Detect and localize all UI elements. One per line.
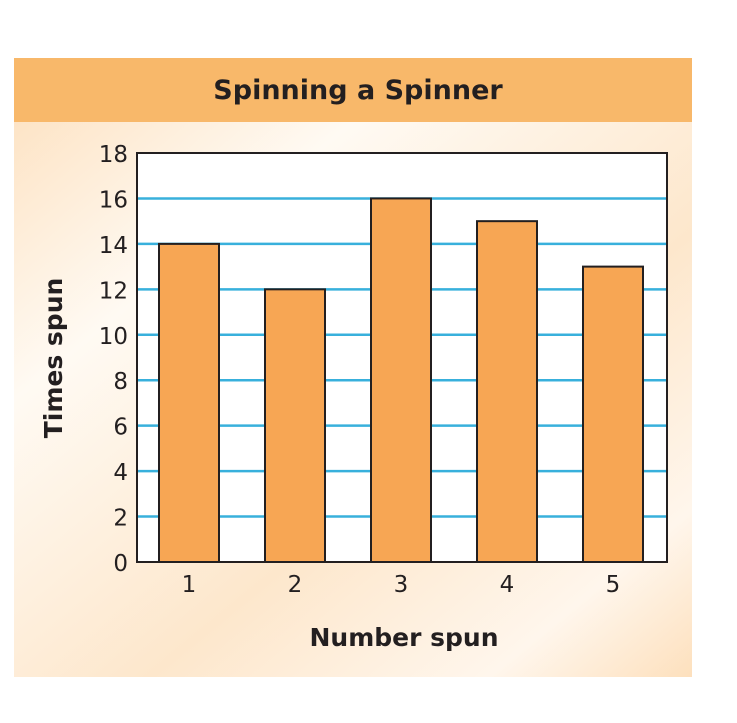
- x-tick-label: 2: [288, 572, 303, 598]
- y-tick-label: 8: [113, 369, 128, 395]
- y-tick-label: 12: [99, 278, 128, 304]
- bars: [158, 197, 644, 564]
- x-axis-label: Number spun: [309, 623, 498, 652]
- y-tick-label: 16: [99, 187, 128, 213]
- y-tick-label: 10: [99, 324, 128, 350]
- bar-3: [370, 197, 432, 563]
- y-tick-label: 6: [113, 415, 128, 441]
- chart-title: Spinning a Spinner: [213, 75, 503, 106]
- x-tick-label: 4: [500, 572, 515, 598]
- x-tick-label: 3: [394, 572, 409, 598]
- x-tick-label: 1: [182, 572, 197, 598]
- x-tick-labels: 1 2 3 4 5: [182, 572, 621, 598]
- title-band: [14, 58, 692, 122]
- x-tick-label: 5: [606, 572, 621, 598]
- y-tick-label: 2: [113, 506, 128, 532]
- bar-1: [158, 242, 220, 563]
- bar-4: [476, 220, 538, 564]
- y-tick-label: 0: [113, 551, 128, 577]
- y-tick-label: 14: [99, 233, 128, 259]
- plot-border: [136, 152, 668, 563]
- y-tick-label: 18: [99, 142, 128, 168]
- bar-2: [264, 288, 326, 563]
- y-tick-labels: 0 2 4 6 8 10 12 14 16 18: [99, 142, 128, 577]
- y-tick-label: 4: [113, 460, 128, 486]
- y-axis-label: Times spun: [39, 278, 68, 439]
- bar-5: [582, 265, 644, 563]
